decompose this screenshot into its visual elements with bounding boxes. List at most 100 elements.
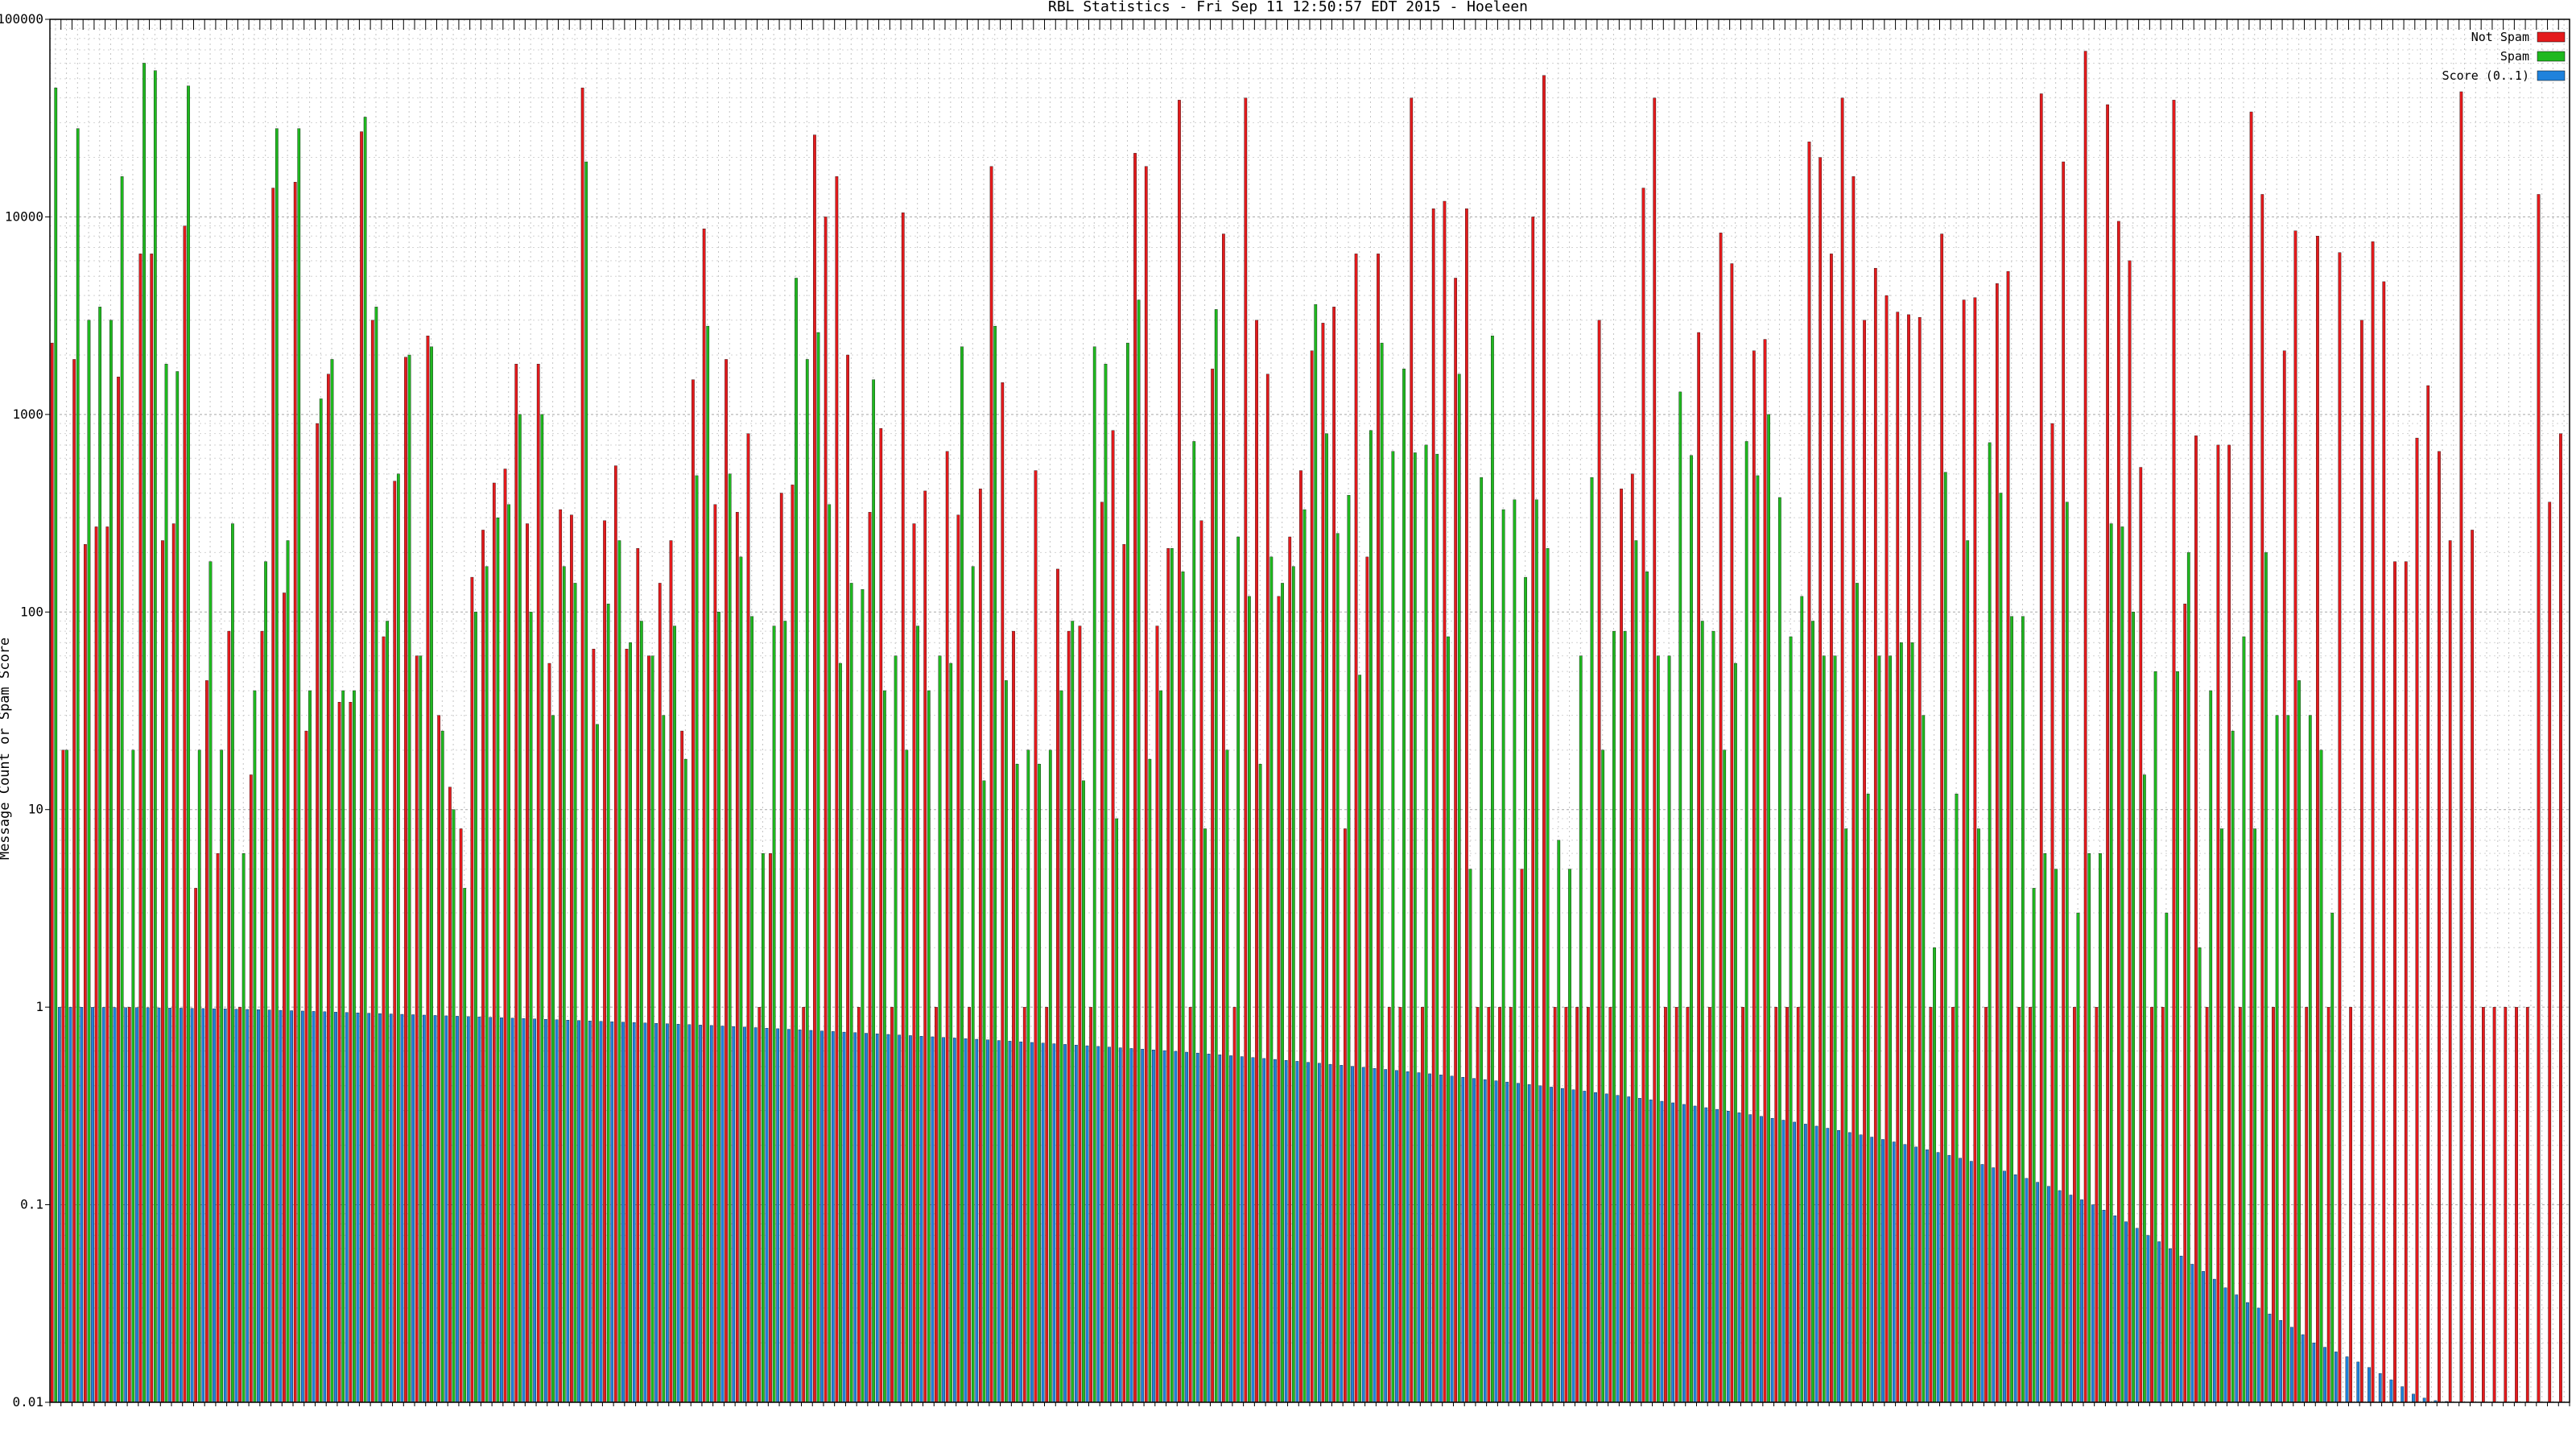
bar-score [986,1039,989,1403]
bar-not-spam [1487,1006,1491,1403]
bar-score [1030,1042,1034,1403]
bar-spam [617,540,621,1403]
bar-score [2378,1373,2382,1403]
bar-score [1307,1062,1310,1403]
bar-spam [1656,655,1660,1403]
bar-spam [1568,869,1571,1403]
bar-score [1395,1070,1398,1403]
bar-score [1063,1044,1067,1403]
bar-not-spam [1277,596,1281,1403]
bar-not-spam [2426,385,2430,1403]
bar-spam [386,621,389,1403]
bar-score [246,1009,250,1403]
bar-score [2323,1347,2326,1403]
bar-spam [253,690,257,1403]
bar-spam [849,583,853,1403]
bar-score [2290,1327,2293,1403]
bar-spam [54,87,58,1403]
bar-spam [131,749,135,1403]
bar-score [1162,1050,1166,1403]
bar-not-spam [526,523,529,1403]
bar-score [1671,1102,1675,1403]
bar-score [1185,1051,1188,1403]
bar-spam [1634,540,1638,1403]
bar-score [345,1012,349,1403]
bar-not-spam [1332,307,1336,1403]
bar-spam [971,566,975,1403]
bar-not-spam [1951,1006,1955,1403]
bar-spam [673,625,676,1403]
bar-not-spam [293,182,297,1403]
bar-spam [76,128,80,1403]
bar-not-spam [1763,339,1767,1403]
bar-spam [1115,818,1119,1403]
bar-score [323,1011,327,1403]
bar-spam [2153,671,2157,1403]
bar-not-spam [2282,350,2286,1403]
bar-not-spam [956,514,960,1403]
bar-spam [374,307,378,1403]
bar-marks [50,51,2562,1403]
bar-score [2113,1216,2117,1403]
bar-not-spam [1222,233,1225,1403]
bar-not-spam [1299,470,1302,1403]
bar-score [687,1024,691,1403]
bar-spam [2231,730,2235,1403]
bar-spam [2319,749,2323,1403]
bar-score [1328,1063,1332,1403]
bar-not-spam [1365,556,1369,1403]
bar-spam [1590,477,1594,1403]
bar-not-spam [1807,141,1811,1403]
bar-score [2080,1199,2083,1403]
bar-score [1274,1059,1277,1403]
bar-spam [1723,749,1727,1403]
bar-spam [2308,715,2312,1403]
bar-spam [1933,947,1936,1403]
bar-score [1483,1079,1487,1403]
bar-not-spam [283,592,286,1403]
bar-score [1781,1120,1785,1403]
bar-spam [1513,499,1517,1403]
bar-not-spam [1078,625,1082,1403]
bar-not-spam [680,730,684,1403]
bar-spam [353,690,356,1403]
bar-not-spam [1542,75,1546,1403]
y-tick-label: 1 [35,999,43,1014]
bar-not-spam [2438,451,2441,1403]
bar-not-spam [824,217,828,1403]
bar-score [1340,1065,1344,1403]
bar-not-spam [1608,1006,1612,1403]
bar-score [2334,1352,2338,1403]
bar-not-spam [1232,1006,1236,1403]
bar-spam [1104,364,1108,1403]
bar-spam [1877,655,1881,1403]
bar-spam [584,161,588,1403]
y-tick-label: 1000 [12,407,43,422]
bar-spam [175,371,180,1403]
bar-spam [1314,304,1318,1403]
bar-not-spam [1034,470,1038,1403]
bar-spam [1468,869,1472,1403]
bar-score [555,1019,559,1403]
bar-score [489,1017,493,1403]
bar-not-spam [161,540,164,1403]
bar-not-spam [978,489,982,1403]
bar-spam [1899,642,1903,1403]
bar-score [522,1018,526,1403]
bar-spam [1402,369,1406,1403]
bar-not-spam [1818,157,1823,1403]
bar-score [820,1030,824,1403]
bar-not-spam [1741,1006,1744,1403]
bar-not-spam [316,423,320,1403]
bar-score [91,1007,94,1403]
bar-score [1008,1041,1012,1403]
bar-not-spam [625,649,629,1403]
bar-not-spam [1863,320,1866,1403]
bar-spam [805,359,809,1403]
bar-not-spam [935,1006,938,1403]
bar-spam [87,320,91,1403]
bar-not-spam [238,1006,242,1403]
bar-not-spam [2548,502,2552,1403]
bar-spam [1335,533,1340,1403]
bar-spam [529,612,533,1403]
